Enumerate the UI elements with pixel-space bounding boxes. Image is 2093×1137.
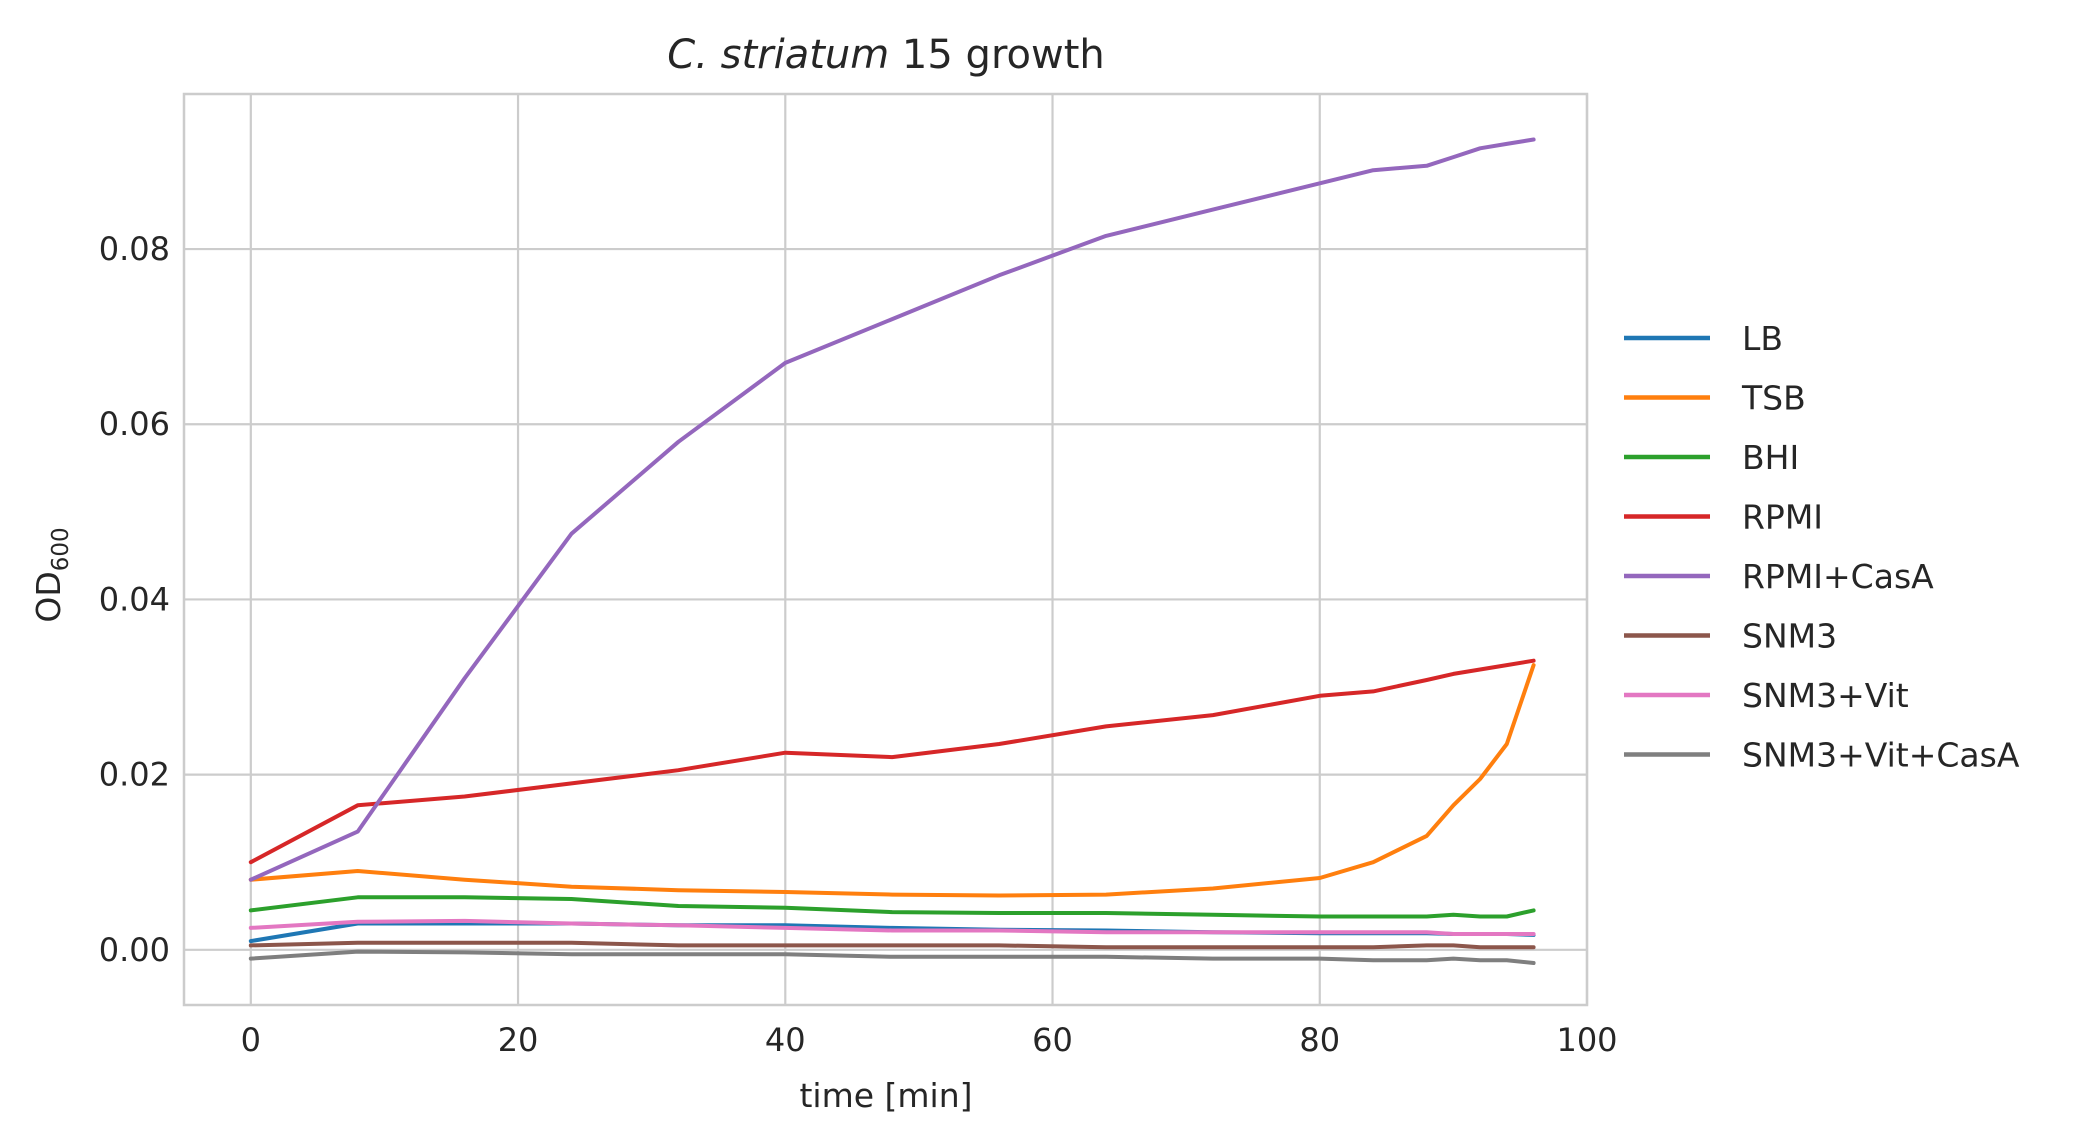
y-tick-label: 0.02 xyxy=(99,756,170,794)
x-tick-label: 0 xyxy=(241,1021,261,1059)
series-line-snm3 xyxy=(248,940,1536,950)
y-tick-label: 0.06 xyxy=(99,405,170,443)
plot-frame xyxy=(182,92,1589,1007)
x-tick-labels: 0 20 40 60 80 100 xyxy=(241,1021,1618,1059)
legend-label-snm3-vit-casa: SNM3+Vit+CasA xyxy=(1742,736,2020,775)
series-lines xyxy=(248,137,1536,965)
chart-title: C. striatum 15 growth xyxy=(667,32,1104,78)
series-line-snm3-vit xyxy=(248,918,1536,936)
legend-label-rpmi: RPMI xyxy=(1742,498,1823,537)
x-tick-label: 60 xyxy=(1032,1021,1073,1059)
x-tick-label: 20 xyxy=(498,1021,539,1059)
series-line-tsb xyxy=(248,663,1536,898)
legend-label-tsb: TSB xyxy=(1741,379,1806,418)
legend-label-snm3: SNM3 xyxy=(1742,617,1837,656)
x-tick-label: 80 xyxy=(1299,1021,1340,1059)
series-line-bhi xyxy=(248,895,1536,919)
series-line-rpmi-casa xyxy=(248,137,1536,882)
y-tick-label: 0.00 xyxy=(99,931,170,969)
y-tick-label: 0.04 xyxy=(99,580,170,618)
y-tick-label: 0.08 xyxy=(99,230,170,268)
legend-label-snm3-vit: SNM3+Vit xyxy=(1742,676,1909,715)
series-line-snm3-vit-casa xyxy=(248,949,1536,965)
y-axis-label: OD600 xyxy=(29,527,74,622)
y-tick-labels: 0.00 0.02 0.04 0.06 0.08 xyxy=(99,230,170,969)
y-axis-label-subscript: 600 xyxy=(48,527,74,571)
legend-label-rpmi-casa: RPMI+CasA xyxy=(1742,557,1934,596)
grid-lines xyxy=(184,94,1589,1005)
chart-title-italic: C. striatum xyxy=(667,32,889,78)
x-tick-label: 100 xyxy=(1556,1021,1617,1059)
legend-label-bhi: BHI xyxy=(1742,438,1799,477)
x-axis-label: time [min] xyxy=(799,1076,972,1115)
legend-label-lb: LB xyxy=(1742,319,1783,358)
chart-title-rest: 15 growth xyxy=(889,32,1105,78)
x-tick-label: 40 xyxy=(765,1021,806,1059)
series-line-rpmi xyxy=(248,658,1536,865)
legend: LB TSB BHI RPMI RPMI+CasA SNM3 SNM3+Vit SNM3+Vi… xyxy=(1624,319,2020,775)
y-axis-label-main: OD xyxy=(29,571,68,622)
